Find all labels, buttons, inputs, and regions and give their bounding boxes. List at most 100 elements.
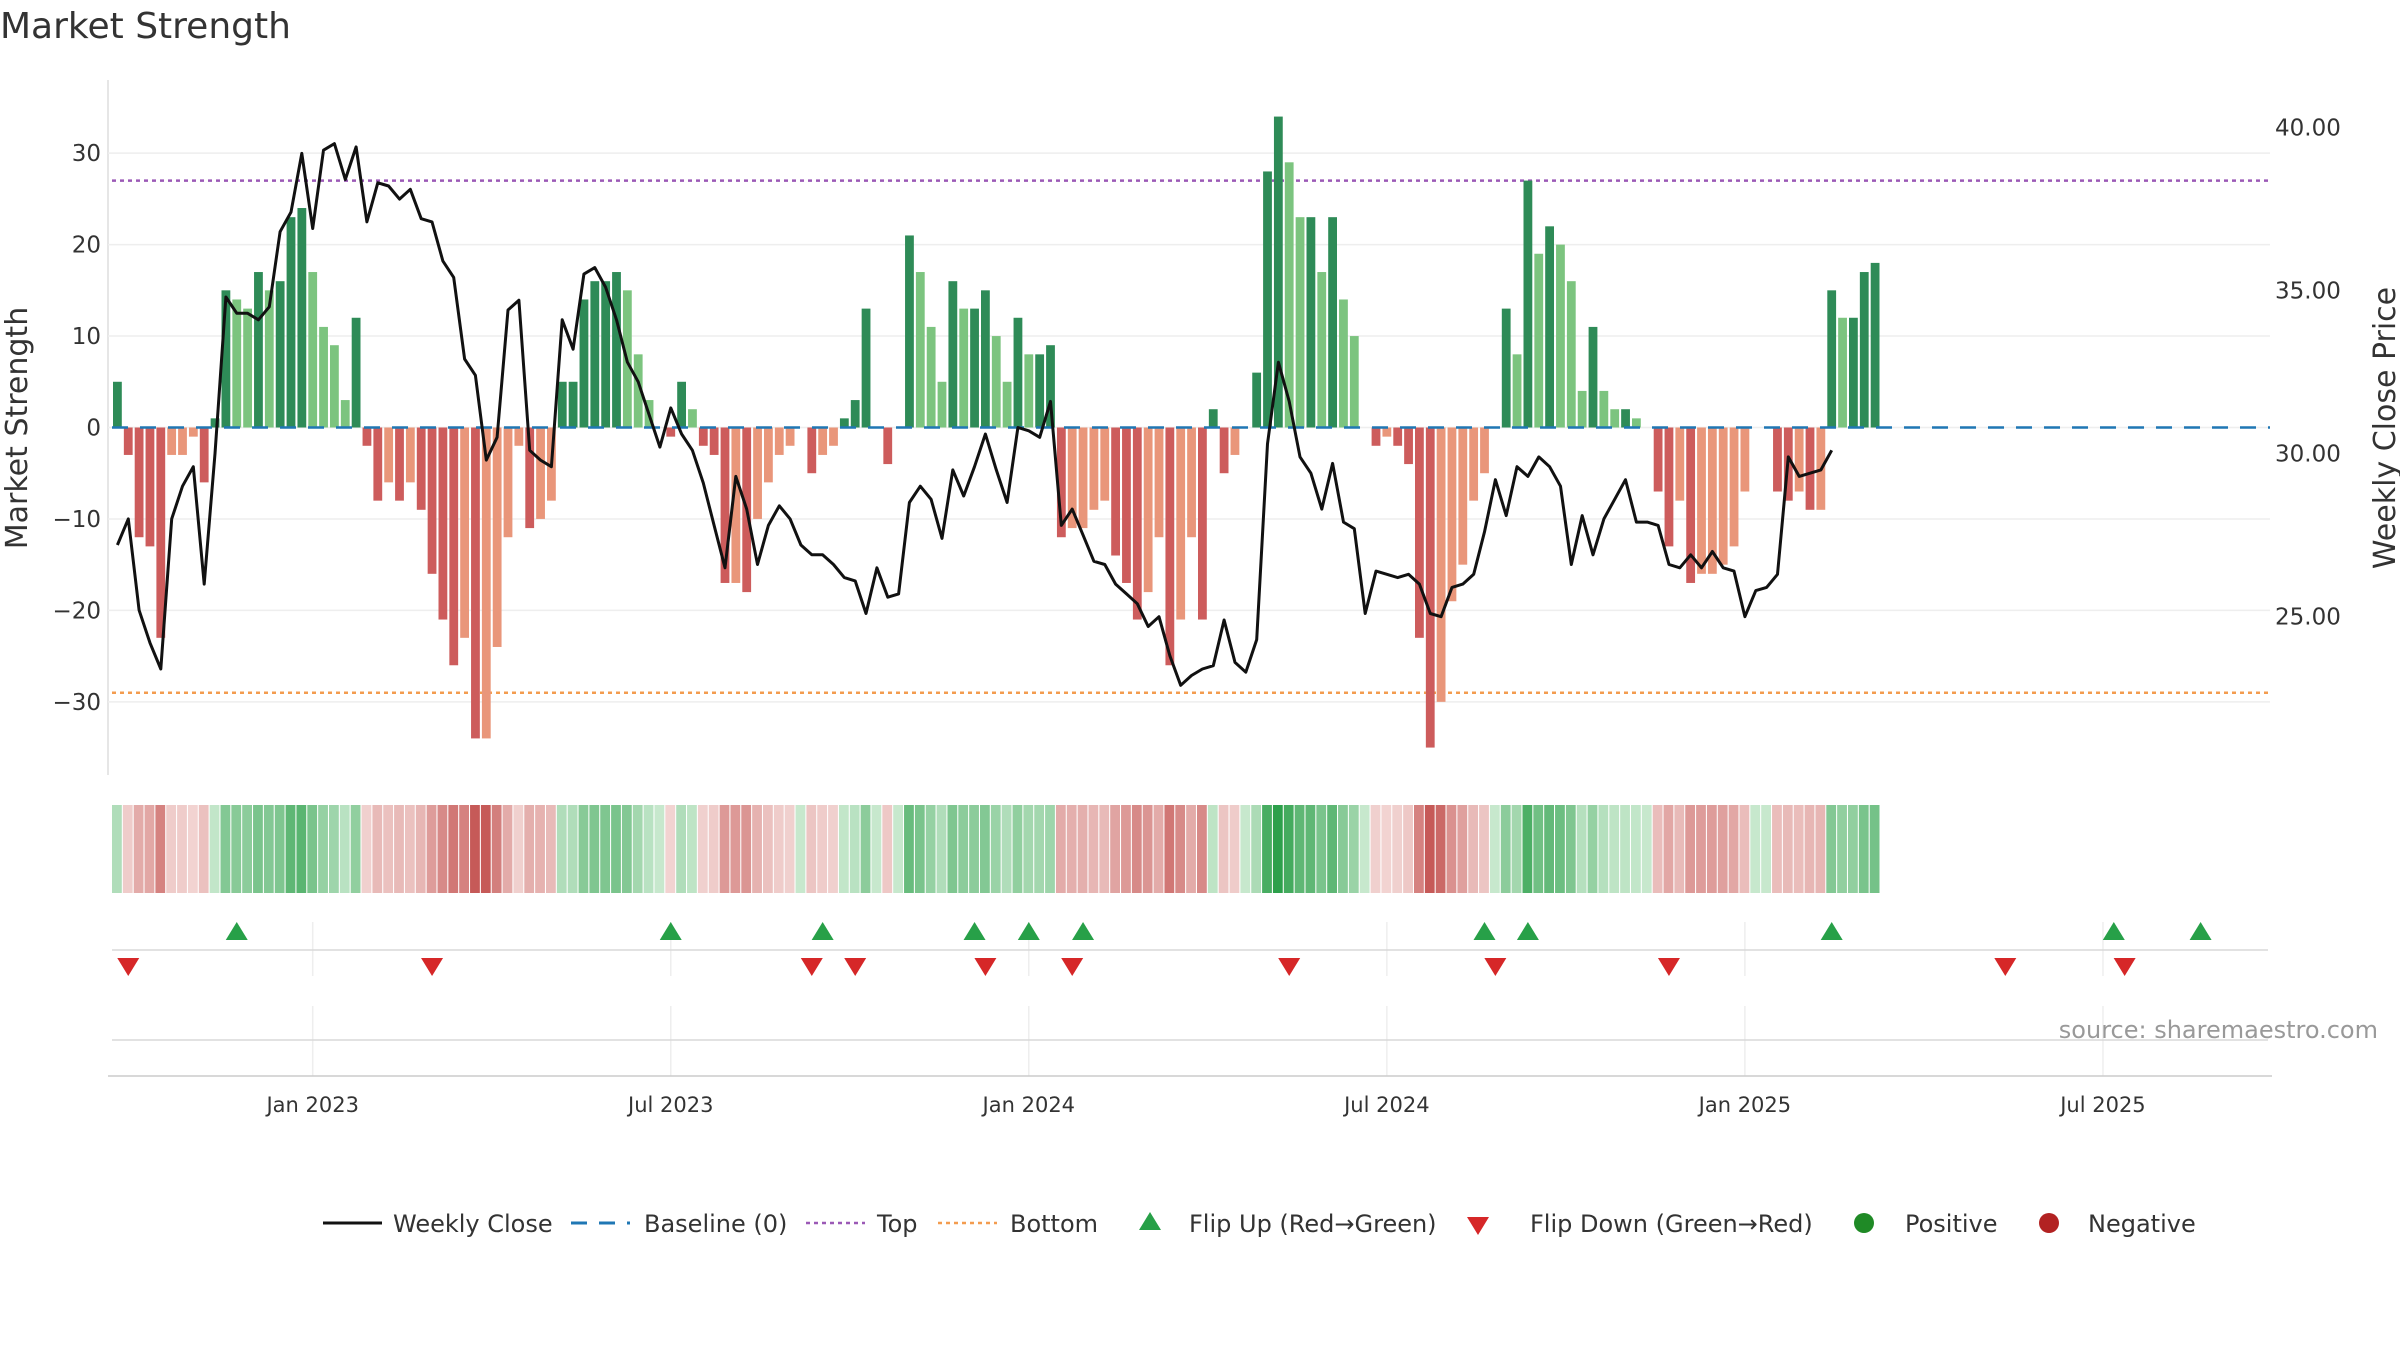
legend-negative[interactable]: Negative bbox=[2039, 1210, 2196, 1238]
heat-cell bbox=[893, 805, 903, 893]
heat-cell bbox=[1706, 805, 1717, 893]
heat-cell bbox=[1696, 805, 1706, 893]
flip-down-marker bbox=[1657, 958, 1680, 976]
heat-cell bbox=[687, 805, 697, 893]
strength-bar bbox=[720, 427, 730, 583]
strength-bar bbox=[1697, 427, 1706, 574]
heat-cell bbox=[209, 805, 220, 893]
legend-flip-up[interactable]: Flip Up (Red→Green) bbox=[1139, 1210, 1437, 1238]
legend-baseline[interactable]: Baseline (0) bbox=[571, 1210, 787, 1238]
strength-bar bbox=[221, 290, 231, 428]
heat-cell bbox=[1587, 805, 1598, 893]
heat-cell bbox=[1479, 805, 1489, 893]
heat-cell bbox=[904, 805, 914, 893]
strength-bar bbox=[264, 290, 274, 428]
strength-bar bbox=[959, 308, 969, 428]
heat-cell bbox=[947, 805, 958, 893]
heat-cell bbox=[112, 805, 122, 893]
heat-cell bbox=[274, 805, 285, 893]
heat-cell bbox=[1381, 805, 1392, 893]
strength-bar bbox=[384, 427, 394, 483]
strength-bar bbox=[1534, 253, 1544, 428]
strength-bar bbox=[709, 427, 719, 455]
flip-markers bbox=[117, 922, 2212, 976]
heat-cell bbox=[849, 805, 860, 893]
heat-cell bbox=[730, 805, 741, 893]
y-right-tick-label: 40.00 bbox=[2275, 115, 2341, 141]
heat-cell bbox=[752, 805, 762, 893]
legend-positive-label: Positive bbox=[1905, 1210, 1998, 1238]
strength-bar bbox=[557, 381, 567, 428]
heat-cell bbox=[459, 805, 469, 893]
flip-up-marker bbox=[659, 922, 682, 940]
strength-bar bbox=[503, 427, 513, 538]
legend-top[interactable]: Top bbox=[806, 1210, 918, 1238]
heat-cell bbox=[1294, 805, 1305, 893]
heat-cell bbox=[1641, 805, 1652, 893]
strength-bar bbox=[1621, 409, 1630, 428]
heat-cell bbox=[1576, 805, 1587, 893]
legend-top-label: Top bbox=[876, 1210, 918, 1238]
legend-flip-down[interactable]: Flip Down (Green→Red) bbox=[1467, 1210, 1813, 1238]
strength-bar bbox=[579, 299, 589, 428]
strength-bar bbox=[199, 427, 209, 483]
x-tick-label: Jan 2025 bbox=[1697, 1093, 1792, 1117]
strength-bar bbox=[807, 427, 817, 474]
legend-positive[interactable]: Positive bbox=[1854, 1210, 1998, 1238]
legend-negative-label: Negative bbox=[2088, 1210, 2196, 1238]
heat-cell bbox=[448, 805, 459, 893]
heat-cell bbox=[1034, 805, 1045, 893]
strength-bar bbox=[861, 308, 871, 428]
strength-bar bbox=[1078, 427, 1088, 529]
strength-bar bbox=[525, 427, 535, 529]
heat-cell bbox=[1837, 805, 1847, 893]
heat-cell bbox=[611, 805, 621, 893]
flip-down-marker bbox=[800, 958, 823, 976]
strength-bar bbox=[926, 326, 936, 428]
heat-cell bbox=[1435, 805, 1446, 893]
strength-bar bbox=[340, 400, 350, 428]
heat-cell bbox=[871, 805, 882, 893]
y-axis-right-title: Weekly Close Price bbox=[2368, 287, 2400, 569]
strength-bar bbox=[438, 427, 448, 620]
heat-cell bbox=[535, 805, 545, 893]
heat-cell bbox=[372, 805, 383, 893]
bottom-panel-grid bbox=[311, 1006, 2104, 1076]
heat-cell bbox=[1565, 805, 1576, 893]
heat-cell bbox=[1728, 805, 1739, 893]
flip-up-marker bbox=[963, 922, 986, 940]
legend-weekly-close[interactable]: Weekly Close bbox=[323, 1210, 553, 1238]
heat-cell bbox=[1175, 805, 1186, 893]
strength-bar bbox=[1501, 308, 1511, 428]
heat-cell bbox=[1012, 805, 1023, 893]
source-note: source: sharemaestro.com bbox=[2059, 1016, 2378, 1044]
strength-bar bbox=[601, 281, 611, 428]
strength-bar bbox=[688, 409, 697, 428]
heat-cell bbox=[773, 805, 784, 893]
strength-bar bbox=[948, 281, 958, 428]
heat-cell bbox=[480, 805, 491, 893]
strength-bar bbox=[481, 427, 491, 739]
heat-cell bbox=[1457, 805, 1468, 893]
heat-cell bbox=[1023, 805, 1034, 893]
strength-bar bbox=[395, 427, 404, 501]
heat-cell bbox=[1826, 805, 1837, 893]
strength-bar bbox=[210, 418, 220, 428]
heat-cell bbox=[1164, 805, 1175, 893]
heat-cell bbox=[1685, 805, 1696, 893]
heat-cell bbox=[1869, 805, 1880, 893]
x-tick-label: Jan 2024 bbox=[981, 1093, 1076, 1117]
y-axis-right-ticks: 40.00 35.00 30.00 25.00 bbox=[2275, 115, 2341, 630]
legend-negative-dot bbox=[2039, 1213, 2059, 1233]
flip-up-marker bbox=[1017, 922, 1040, 940]
heat-cell bbox=[1533, 805, 1544, 893]
heat-cell bbox=[491, 805, 502, 893]
strength-bar bbox=[167, 427, 177, 455]
heat-cell bbox=[285, 805, 296, 893]
heat-cell bbox=[361, 805, 372, 893]
legend-bottom[interactable]: Bottom bbox=[938, 1210, 1098, 1238]
strength-bar bbox=[1393, 427, 1403, 446]
strength-bar bbox=[1577, 390, 1587, 428]
heat-cell bbox=[936, 805, 947, 893]
y-left-tick-label: −30 bbox=[52, 690, 101, 716]
